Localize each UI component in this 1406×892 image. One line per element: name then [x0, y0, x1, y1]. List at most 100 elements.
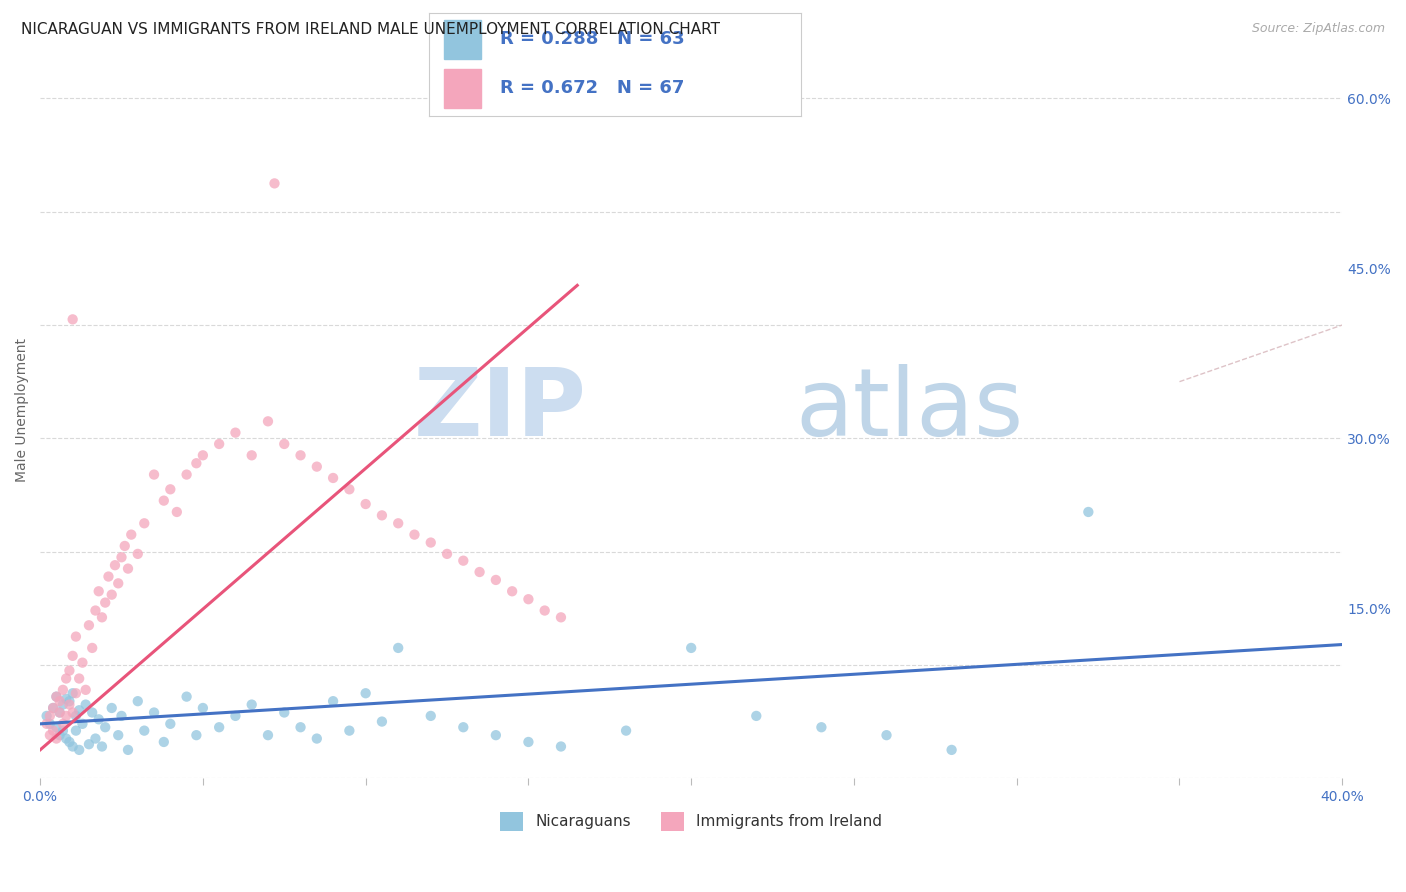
Point — [533, 603, 555, 617]
Point — [810, 720, 832, 734]
Point — [404, 527, 426, 541]
Point — [48, 706, 70, 720]
Point — [58, 664, 80, 678]
Point — [75, 698, 97, 712]
Point — [97, 569, 120, 583]
Point — [84, 603, 107, 617]
Point — [52, 698, 75, 712]
Bar — [444, 20, 481, 59]
Point — [91, 739, 114, 754]
Y-axis label: Male Unemployment: Male Unemployment — [15, 338, 30, 482]
Point — [35, 716, 58, 731]
Point — [208, 437, 231, 451]
Point — [354, 686, 377, 700]
Point — [84, 731, 107, 746]
Point — [224, 709, 246, 723]
Point — [614, 723, 637, 738]
Point — [117, 561, 139, 575]
Point — [110, 709, 132, 723]
Point — [58, 698, 80, 712]
Point — [120, 527, 142, 541]
Point — [45, 690, 67, 704]
Point — [45, 720, 67, 734]
Point — [75, 682, 97, 697]
Point — [38, 728, 60, 742]
Point — [186, 456, 208, 470]
Point — [224, 425, 246, 440]
Point — [48, 694, 70, 708]
Point — [485, 728, 508, 742]
Point — [65, 709, 87, 723]
Text: ZIP: ZIP — [415, 364, 588, 456]
Point — [42, 701, 65, 715]
Point — [134, 723, 156, 738]
Point — [240, 448, 263, 462]
Point — [305, 459, 328, 474]
Point — [62, 739, 84, 754]
Point — [436, 547, 458, 561]
Legend: Nicaraguans, Immigrants from Ireland: Nicaraguans, Immigrants from Ireland — [494, 806, 889, 837]
Point — [62, 312, 84, 326]
Point — [77, 618, 100, 632]
Point — [65, 630, 87, 644]
Point — [876, 728, 898, 742]
Point — [100, 588, 122, 602]
Point — [322, 471, 344, 485]
Point — [517, 592, 540, 607]
Point — [1077, 505, 1099, 519]
Point — [87, 584, 110, 599]
Point — [62, 648, 84, 663]
Point — [38, 716, 60, 731]
Point — [263, 177, 285, 191]
Point — [77, 737, 100, 751]
Point — [337, 483, 360, 497]
Point — [371, 508, 394, 523]
Point — [273, 706, 295, 720]
Point — [87, 712, 110, 726]
Point — [517, 735, 540, 749]
Point — [550, 739, 572, 754]
Point — [94, 720, 117, 734]
Point — [453, 720, 475, 734]
Point — [65, 686, 87, 700]
Point — [45, 690, 67, 704]
Point — [82, 640, 104, 655]
Point — [55, 692, 77, 706]
Bar — [444, 69, 481, 108]
Point — [681, 640, 703, 655]
Point — [485, 573, 508, 587]
Point — [114, 539, 136, 553]
Point — [191, 701, 214, 715]
Point — [91, 610, 114, 624]
Point — [72, 656, 94, 670]
Point — [117, 743, 139, 757]
Point — [337, 723, 360, 738]
Point — [257, 414, 280, 428]
Point — [35, 709, 58, 723]
Point — [62, 706, 84, 720]
Point — [72, 716, 94, 731]
Point — [48, 728, 70, 742]
Point — [107, 576, 129, 591]
Point — [67, 743, 90, 757]
Point — [159, 716, 181, 731]
Point — [52, 716, 75, 731]
Point — [354, 497, 377, 511]
Point — [127, 547, 149, 561]
Point — [42, 723, 65, 738]
Text: atlas: atlas — [796, 364, 1024, 456]
Point — [257, 728, 280, 742]
Point — [82, 706, 104, 720]
Point — [191, 448, 214, 462]
Text: R = 0.672   N = 67: R = 0.672 N = 67 — [499, 79, 683, 97]
Point — [38, 709, 60, 723]
Point — [240, 698, 263, 712]
Point — [166, 505, 188, 519]
Point — [468, 565, 491, 579]
Point — [52, 682, 75, 697]
Point — [94, 596, 117, 610]
Text: R = 0.288   N = 63: R = 0.288 N = 63 — [499, 30, 685, 48]
Point — [273, 437, 295, 451]
Text: NICARAGUAN VS IMMIGRANTS FROM IRELAND MALE UNEMPLOYMENT CORRELATION CHART: NICARAGUAN VS IMMIGRANTS FROM IRELAND MA… — [21, 22, 720, 37]
Point — [387, 516, 409, 531]
